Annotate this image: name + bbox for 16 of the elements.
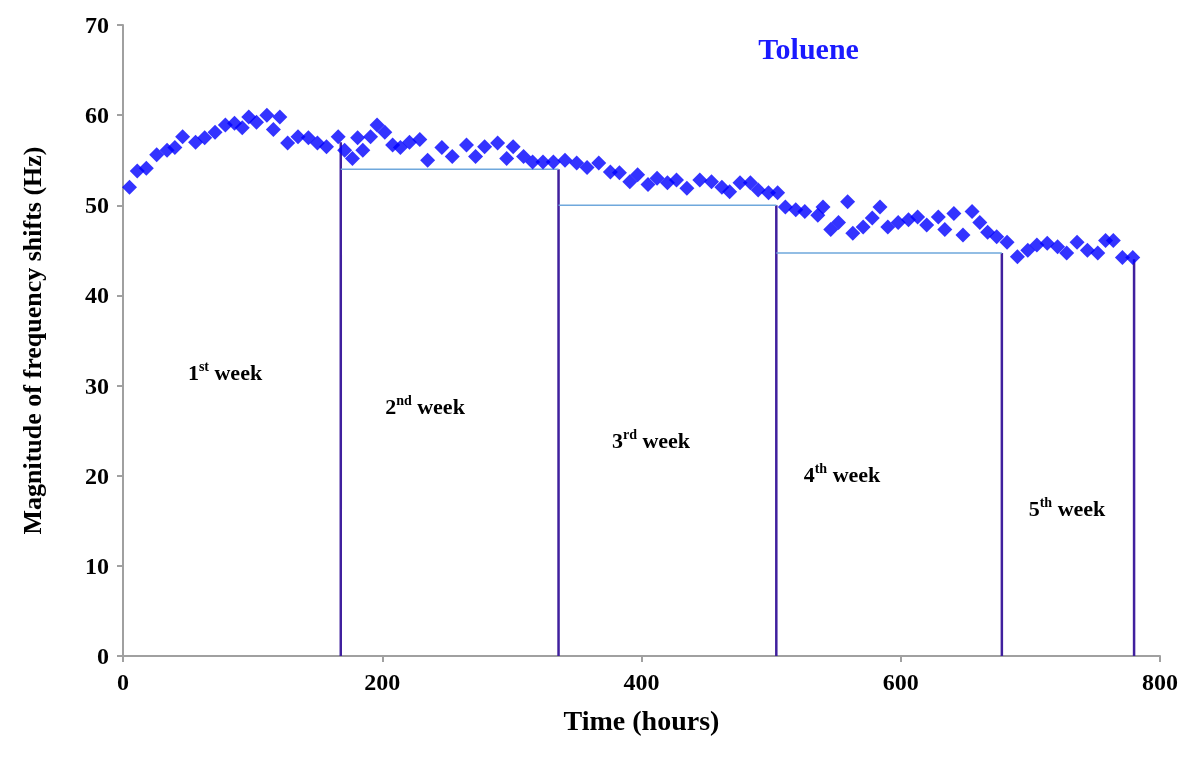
y-tick-label: 10	[85, 552, 109, 579]
y-axis-title: Magnitude of frequency shifts (Hz)	[17, 146, 47, 535]
y-tick-label: 30	[85, 372, 109, 399]
y-tick-label: 70	[85, 12, 109, 38]
chart-title: Toluene	[758, 31, 859, 65]
x-tick-label: 800	[1142, 669, 1178, 695]
y-tick-label: 40	[85, 282, 109, 309]
y-tick-label: 50	[85, 192, 109, 219]
y-tick-label: 0	[97, 643, 109, 669]
y-tick-label: 60	[85, 102, 109, 129]
x-tick-label: 600	[882, 669, 919, 695]
x-axis-title: Time (hours)	[563, 704, 720, 736]
x-tick-label: 0	[117, 669, 129, 695]
y-tick-label: 20	[85, 462, 109, 489]
x-tick-label: 400	[623, 669, 660, 695]
x-tick-label: 200	[364, 669, 401, 695]
